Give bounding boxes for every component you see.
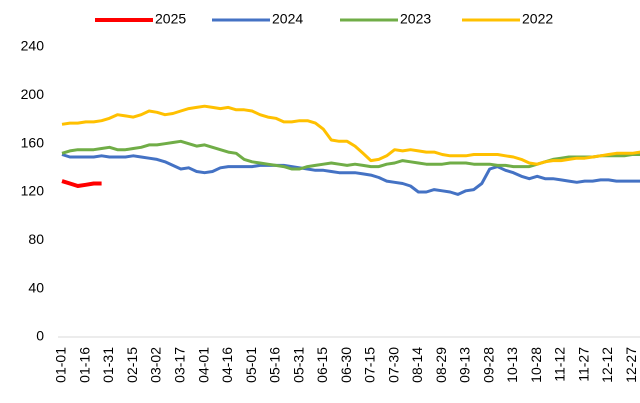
- series-line: [61, 139, 640, 171]
- x-tick-label: 07-15: [362, 347, 378, 383]
- y-tick-label: 160: [21, 134, 45, 150]
- x-tick-label: 05-01: [243, 347, 259, 383]
- x-tick-label: 10-28: [528, 347, 544, 383]
- x-tick-label: 04-01: [195, 347, 211, 383]
- legend-label: 2023: [400, 11, 431, 27]
- x-tick-label: 03-02: [148, 347, 164, 383]
- x-tick-label: 08-14: [409, 347, 425, 383]
- x-tick-label: 05-31: [290, 347, 306, 383]
- x-tick-label: 07-30: [385, 347, 401, 383]
- y-tick-label: 40: [28, 279, 44, 295]
- y-tick-label: 0: [36, 328, 44, 344]
- x-tick-label: 10-13: [504, 347, 520, 383]
- legend-label: 2022: [522, 11, 553, 27]
- x-tick-label: 09-13: [457, 347, 473, 383]
- legend-label: 2024: [272, 11, 303, 27]
- series-line: [61, 153, 640, 196]
- legend-label: 2025: [155, 11, 186, 27]
- x-tick-label: 12-27: [623, 347, 639, 383]
- series-line: [61, 104, 640, 166]
- y-tick-label: 80: [28, 231, 44, 247]
- x-tick-label: 06-30: [338, 347, 354, 383]
- y-tick-label: 120: [21, 183, 45, 199]
- x-tick-label: 11-27: [575, 347, 591, 382]
- x-tick-label: 03-17: [172, 347, 188, 383]
- x-tick-label: 09-28: [480, 347, 496, 383]
- y-tick-label: 240: [21, 38, 45, 54]
- x-tick-label: 11-12: [552, 347, 568, 382]
- x-tick-label: 01-01: [53, 347, 69, 383]
- x-tick-label: 06-15: [314, 347, 330, 383]
- x-tick-label: 01-16: [76, 347, 92, 383]
- x-tick-label: 04-16: [219, 347, 235, 383]
- y-tick-label: 200: [21, 86, 45, 102]
- x-tick-label: 08-29: [433, 347, 449, 383]
- x-tick-label: 01-31: [100, 347, 116, 383]
- x-tick-label: 12-12: [599, 347, 615, 383]
- x-tick-label: 05-16: [267, 347, 283, 383]
- x-tick-label: 02-15: [124, 347, 140, 383]
- series-line: [61, 179, 102, 188]
